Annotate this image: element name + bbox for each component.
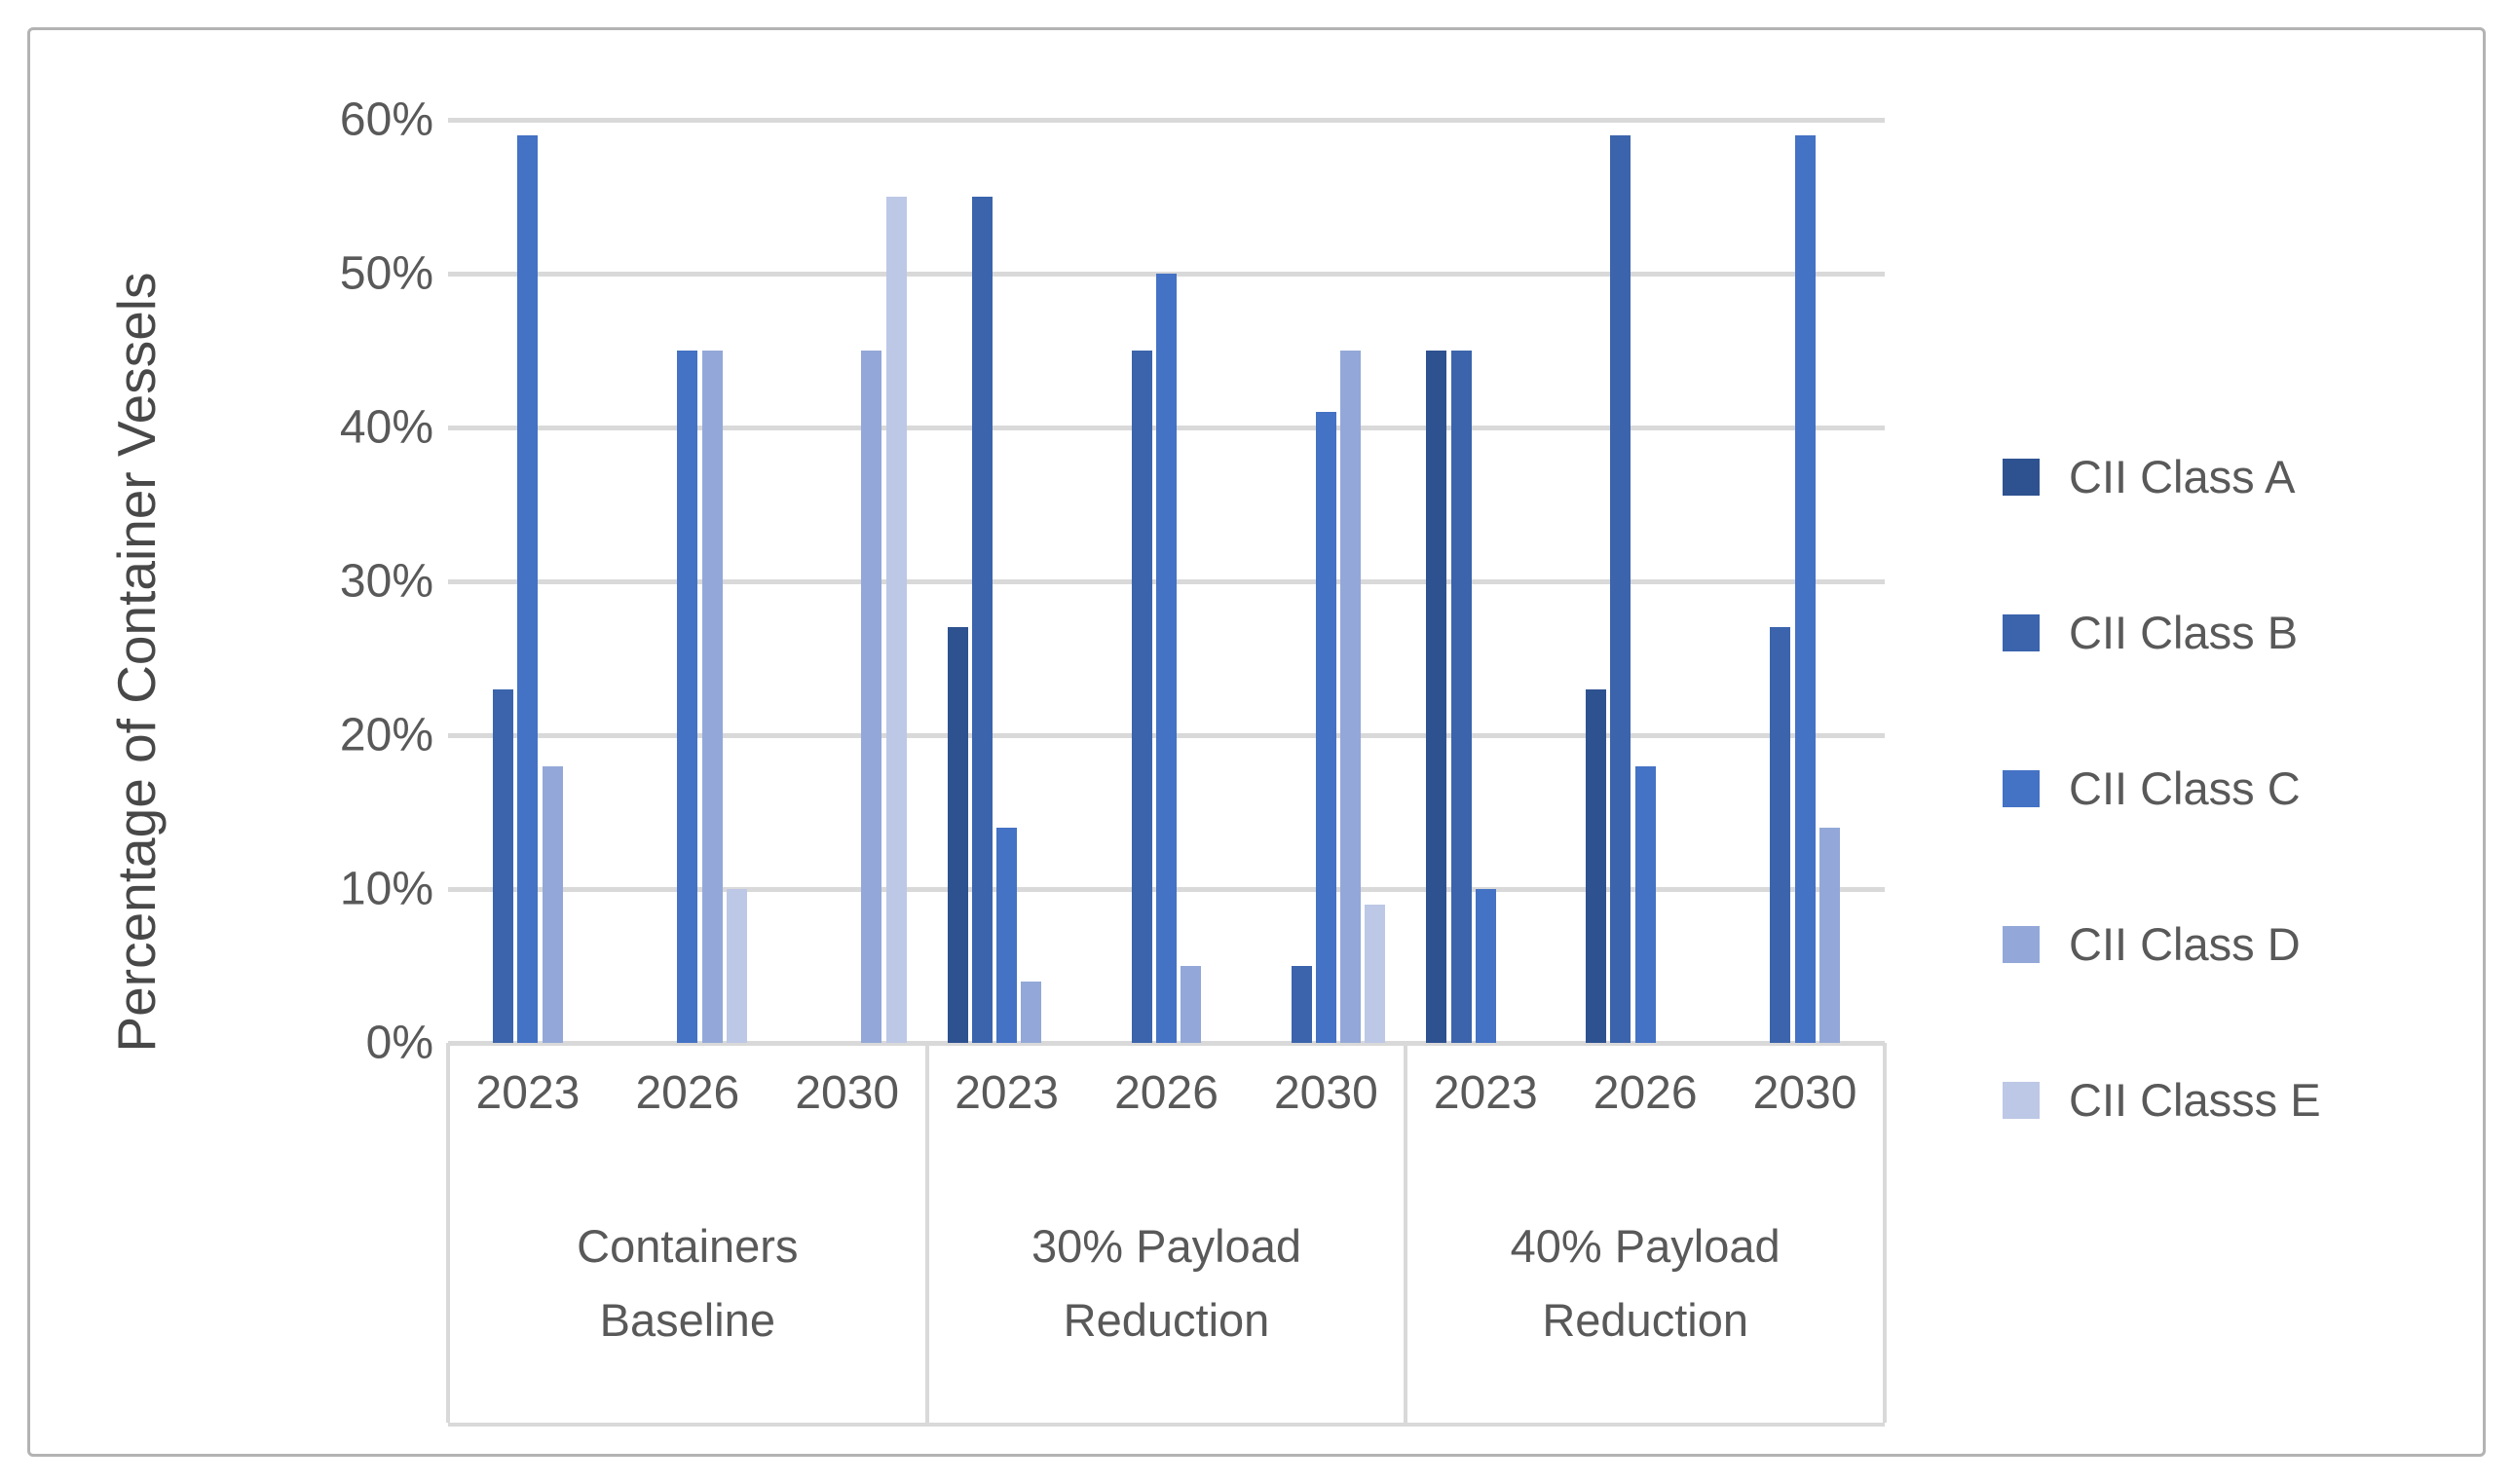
bar [1634, 765, 1656, 1043]
bar [947, 627, 968, 1043]
x-axis-year-label: 2030 [795, 1067, 900, 1119]
category-divider [446, 1043, 450, 1423]
y-axis-tick-label: 60% [339, 93, 433, 146]
legend-swatch [2003, 769, 2040, 807]
y-axis-tick-label: 50% [339, 247, 433, 300]
x-axis-year-label: 2023 [1433, 1067, 1538, 1119]
bar [1610, 134, 1631, 1043]
x-axis-year-label: 2030 [1273, 1067, 1378, 1119]
bar [1475, 889, 1496, 1043]
x-axis-year-label: 2023 [475, 1067, 581, 1119]
y-axis-tick-label: 10% [339, 863, 433, 915]
legend-label: CII Classs E [2069, 1074, 2321, 1126]
bar [1794, 134, 1816, 1043]
bar [1156, 274, 1177, 1043]
legend-item: CII Class B [2003, 606, 2321, 659]
legend-item: CII Classs E [2003, 1073, 2321, 1127]
bar [1340, 351, 1362, 1043]
bar [1818, 827, 1840, 1043]
bar [677, 351, 698, 1043]
x-axis-year-label: 2026 [1114, 1067, 1219, 1119]
legend-swatch [2003, 1081, 2040, 1119]
y-axis-tick-label: 30% [339, 555, 433, 608]
y-axis-tick-label: 0% [365, 1017, 433, 1069]
bar [1315, 412, 1336, 1043]
x-axis-year-label: 2030 [1752, 1067, 1857, 1119]
x-axis-year-label: 2026 [1593, 1067, 1698, 1119]
bar [1426, 351, 1447, 1043]
legend-label: CII Class D [2069, 918, 2301, 970]
x-axis-group-label: Containers Baseline [577, 1220, 799, 1347]
bar [861, 351, 882, 1043]
legend-item: CII Class D [2003, 917, 2321, 971]
gridline [448, 1041, 1885, 1046]
gridline [448, 118, 1885, 123]
bar [1181, 966, 1202, 1043]
legend: CII Class A CII Class B CII Class C CII Cla… [2003, 450, 2321, 1127]
legend-item: CII Class C [2003, 761, 2321, 815]
legend-label: CII Class B [2069, 607, 2299, 658]
x-axis-year-label: 2026 [635, 1067, 740, 1119]
x-axis-year-label: 2023 [955, 1067, 1059, 1119]
legend-swatch [2003, 925, 2040, 963]
x-axis-group-label: 30% Payload Reduction [1031, 1220, 1301, 1347]
bar [971, 197, 993, 1043]
legend-item: CII Class A [2003, 450, 2321, 503]
bar [1021, 981, 1042, 1043]
legend-label: CII Class A [2069, 451, 2296, 502]
y-axis-tick-label: 20% [339, 709, 433, 761]
bar [1450, 351, 1472, 1043]
y-axis-title: Percentage of Container Vessels [106, 272, 167, 1053]
bar [1365, 904, 1386, 1043]
category-divider [1404, 1043, 1408, 1423]
bar [1291, 966, 1312, 1043]
bar [542, 765, 563, 1043]
bar [1770, 627, 1791, 1043]
category-divider [1883, 1043, 1887, 1423]
bar [517, 134, 539, 1043]
x-axis-group-label: 40% Payload Reduction [1510, 1220, 1781, 1347]
bar [1131, 351, 1152, 1043]
bar [885, 197, 907, 1043]
category-divider [924, 1043, 929, 1423]
bar [1586, 688, 1607, 1043]
y-axis-tick-label: 40% [339, 401, 433, 454]
bar [996, 827, 1018, 1043]
category-axis-bottom-border [448, 1423, 1885, 1427]
bar [726, 889, 747, 1043]
bar [493, 688, 514, 1043]
legend-swatch [2003, 613, 2040, 651]
legend-label: CII Class C [2069, 762, 2301, 814]
figure-border [27, 27, 2486, 1457]
bar [701, 351, 723, 1043]
legend-swatch [2003, 458, 2040, 496]
